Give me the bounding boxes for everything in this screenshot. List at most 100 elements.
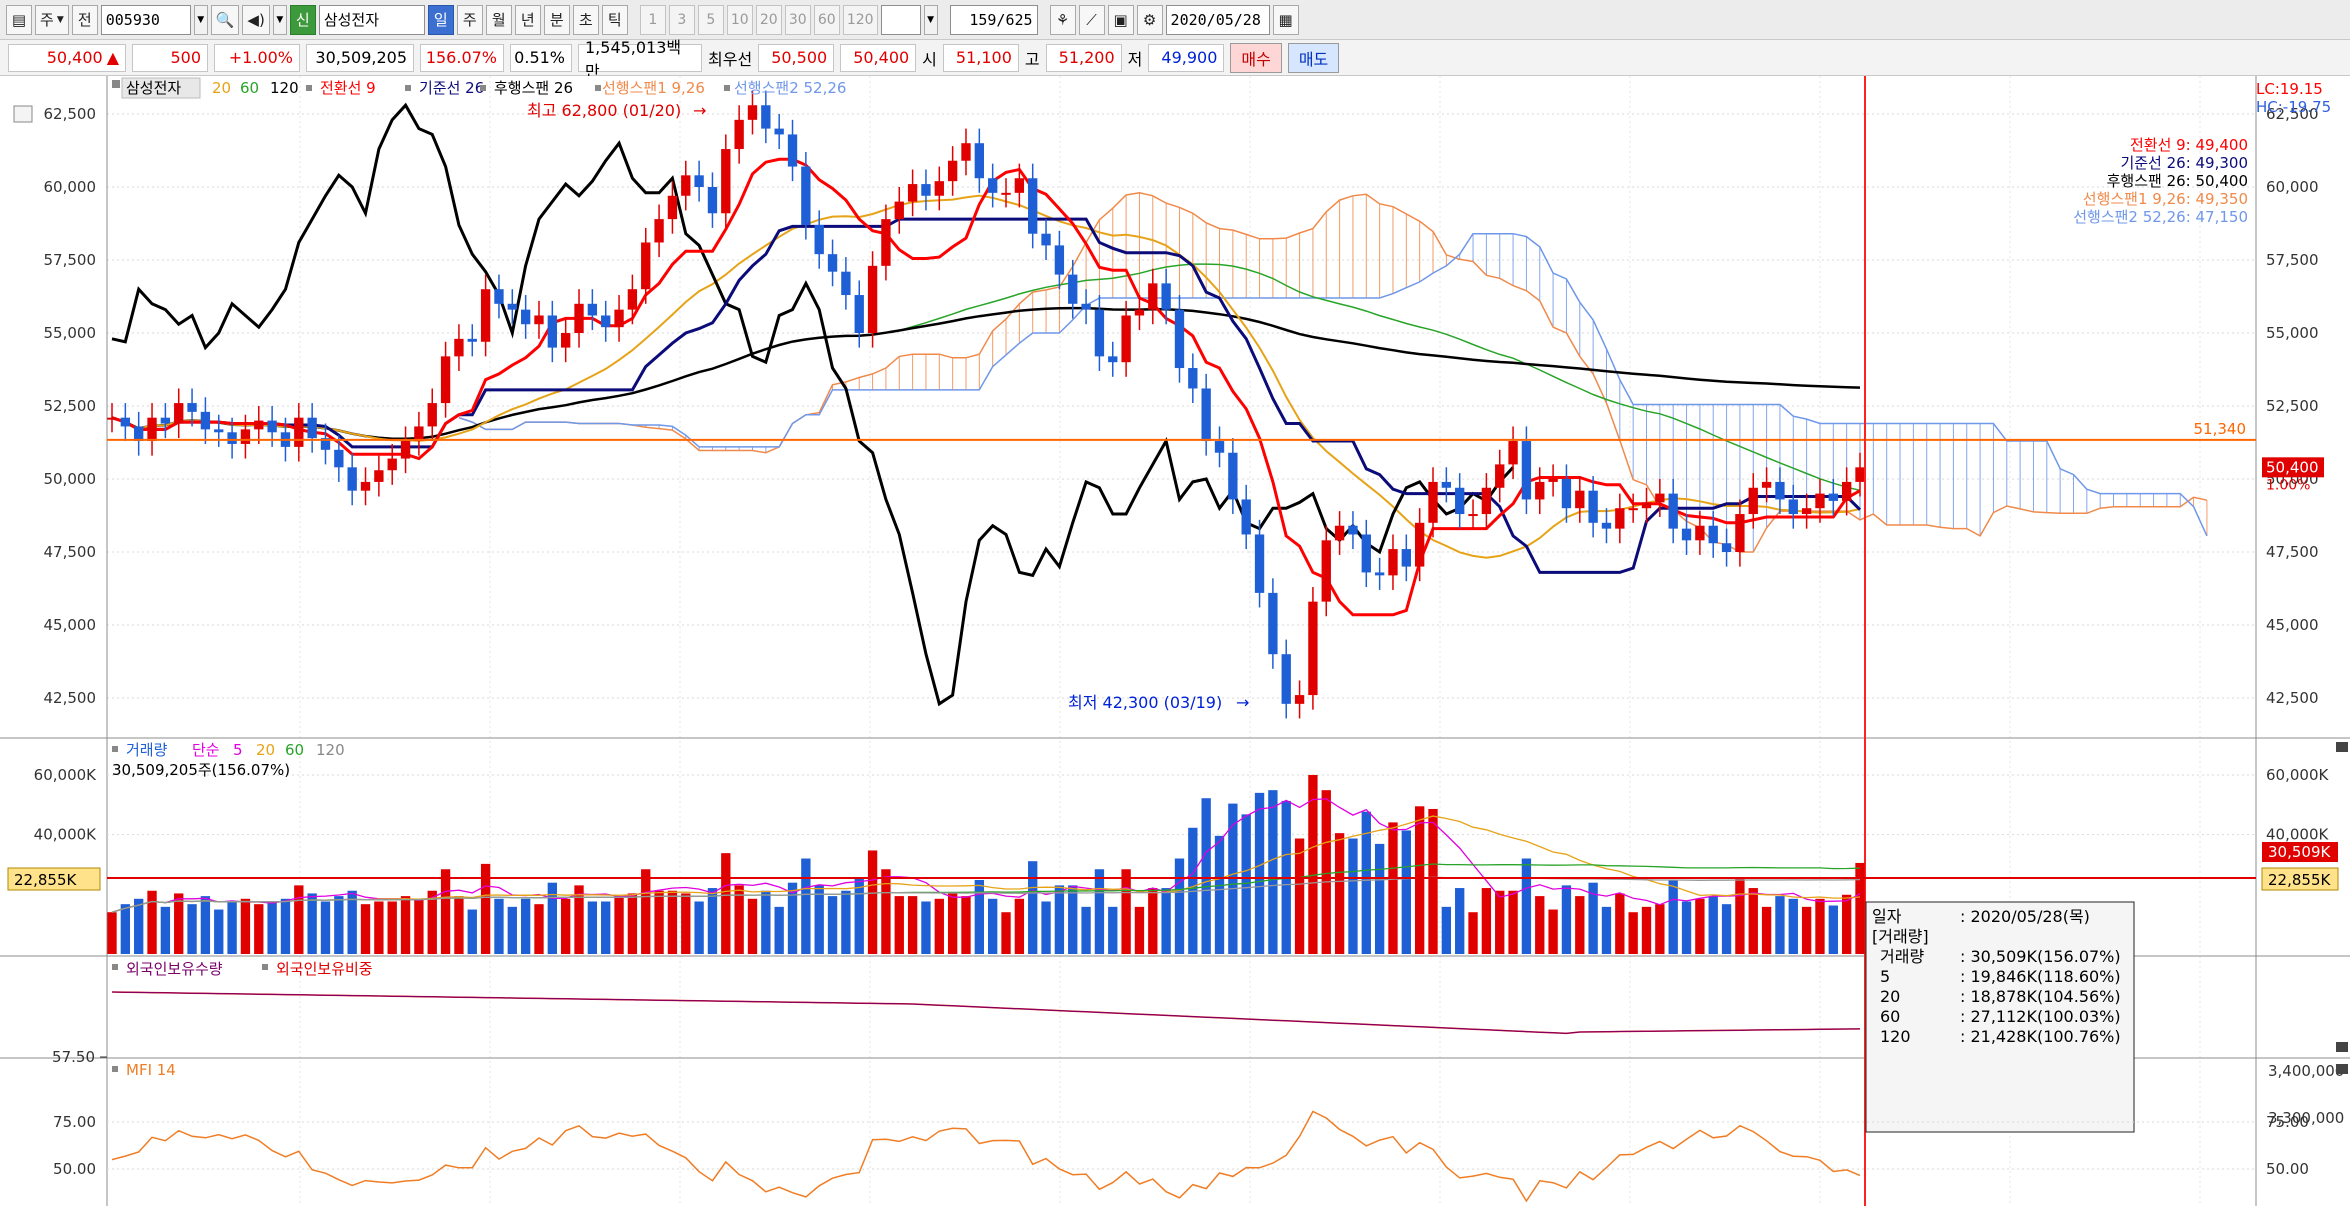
- tab-timeframe-month[interactable]: 월: [485, 4, 512, 35]
- candle-body[interactable]: [1094, 309, 1105, 357]
- candle-body[interactable]: [1014, 178, 1025, 193]
- candle-body[interactable]: [227, 432, 237, 444]
- candle-body[interactable]: [307, 417, 317, 439]
- candle-body[interactable]: [1054, 245, 1065, 275]
- candle-body[interactable]: [907, 184, 918, 202]
- candle-body[interactable]: [1748, 487, 1758, 515]
- candle-body[interactable]: [627, 289, 638, 310]
- tab-timeframe-minute[interactable]: 분: [543, 4, 570, 35]
- tab-timeframe-week[interactable]: 주: [456, 4, 483, 35]
- candle-body[interactable]: [814, 224, 824, 255]
- candle-body[interactable]: [1655, 493, 1665, 503]
- date-input[interactable]: 2020/05/28: [1165, 4, 1270, 35]
- chart-svg[interactable]: 62,500 62,500 60,000 60,000 57,500 57,500 55,0…: [0, 76, 2350, 1210]
- interval-3[interactable]: 3: [668, 4, 695, 35]
- candle-body[interactable]: [107, 417, 117, 420]
- panel-settings-icon[interactable]: [13, 105, 33, 123]
- candle-body[interactable]: [454, 338, 464, 357]
- candle-body[interactable]: [334, 449, 344, 468]
- candle-body[interactable]: [774, 128, 784, 135]
- candle-body[interactable]: [1348, 525, 1358, 535]
- candle-body[interactable]: [1708, 525, 1718, 544]
- candle-body[interactable]: [480, 289, 491, 342]
- candle-body[interactable]: [1841, 481, 1852, 501]
- candle-body[interactable]: [934, 181, 944, 196]
- candle-body[interactable]: [1561, 479, 1572, 509]
- candle-body[interactable]: [1281, 654, 1291, 704]
- candle-body[interactable]: [1361, 534, 1371, 573]
- candle-body[interactable]: [1735, 514, 1745, 552]
- interval-custom-input[interactable]: [880, 4, 921, 35]
- candle-body[interactable]: [1695, 525, 1705, 541]
- candle-body[interactable]: [1668, 493, 1678, 529]
- chart-area[interactable]: 62,500 62,500 60,000 60,000 57,500 57,500 55,0…: [0, 76, 2350, 1210]
- candle-body[interactable]: [1801, 508, 1812, 515]
- period-select[interactable]: 주 ▼: [35, 4, 69, 35]
- interval-10[interactable]: 10: [726, 4, 753, 35]
- candle-body[interactable]: [561, 333, 571, 348]
- candle-body[interactable]: [1601, 522, 1612, 529]
- candle-body[interactable]: [467, 338, 477, 342]
- candle-body[interactable]: [1615, 508, 1625, 529]
- candle-body[interactable]: [414, 426, 424, 442]
- candle-body[interactable]: [534, 315, 544, 325]
- candle-body[interactable]: [1761, 481, 1772, 488]
- candle-body[interactable]: [1161, 283, 1171, 310]
- interval-5[interactable]: 5: [697, 4, 724, 35]
- candle-body[interactable]: [320, 438, 331, 450]
- candle-body[interactable]: [1481, 487, 1492, 515]
- candle-body[interactable]: [1535, 481, 1545, 500]
- candle-body[interactable]: [1148, 283, 1158, 310]
- candle-body[interactable]: [1174, 309, 1185, 369]
- candle-body[interactable]: [1134, 309, 1145, 316]
- mfi-panel-collapse-icon[interactable]: [2336, 1064, 2348, 1074]
- interval-60[interactable]: 60: [813, 4, 840, 35]
- search-icon[interactable]: 🔍: [210, 4, 240, 35]
- sell-button[interactable]: 매도: [1287, 42, 1340, 73]
- candle-body[interactable]: [400, 441, 411, 459]
- candle-body[interactable]: [374, 470, 384, 482]
- speaker-dropdown-icon[interactable]: ▼: [272, 4, 287, 35]
- candle-body[interactable]: [147, 417, 157, 442]
- candle-body[interactable]: [1455, 487, 1465, 515]
- candle-body[interactable]: [1628, 508, 1638, 511]
- candle-body[interactable]: [614, 309, 624, 328]
- candle-body[interactable]: [1588, 490, 1598, 523]
- candle-body[interactable]: [120, 417, 131, 427]
- candle-body[interactable]: [654, 219, 664, 243]
- tab-timeframe-tick[interactable]: 틱: [601, 4, 628, 35]
- candle-body[interactable]: [1108, 356, 1118, 363]
- interval-dropdown-icon[interactable]: ▼: [923, 4, 938, 35]
- candle-body[interactable]: [734, 119, 744, 150]
- interval-1[interactable]: 1: [639, 4, 666, 35]
- page-count-field[interactable]: 159/625: [949, 4, 1038, 35]
- candle-body[interactable]: [1254, 534, 1265, 593]
- candle-body[interactable]: [1721, 543, 1732, 552]
- candle-body[interactable]: [160, 417, 171, 424]
- candle-body[interactable]: [1575, 490, 1585, 509]
- candle-body[interactable]: [347, 467, 357, 491]
- candle-body[interactable]: [1788, 499, 1798, 515]
- candle-body[interactable]: [1214, 441, 1225, 453]
- interval-30[interactable]: 30: [784, 4, 811, 35]
- flag-button[interactable]: 신: [289, 4, 316, 35]
- candle-body[interactable]: [267, 420, 277, 433]
- candle-body[interactable]: [1041, 233, 1051, 246]
- prefix-button[interactable]: 전: [71, 4, 98, 35]
- candle-body[interactable]: [641, 242, 651, 290]
- candle-body[interactable]: [1681, 528, 1692, 541]
- candle-body[interactable]: [1001, 192, 1011, 195]
- tab-timeframe-second[interactable]: 초: [572, 4, 599, 35]
- candle-body[interactable]: [187, 403, 197, 412]
- candle-body[interactable]: [254, 420, 264, 430]
- candle-body[interactable]: [1401, 549, 1411, 567]
- candle-body[interactable]: [601, 315, 611, 328]
- candle-body[interactable]: [801, 166, 811, 225]
- candle-body[interactable]: [134, 426, 144, 442]
- candle-body[interactable]: [1855, 467, 1865, 482]
- candle-body[interactable]: [1641, 502, 1652, 509]
- candle-body[interactable]: [200, 411, 211, 430]
- candle-body[interactable]: [1521, 441, 1532, 500]
- candle-body[interactable]: [1815, 493, 1825, 509]
- candle-body[interactable]: [587, 303, 598, 316]
